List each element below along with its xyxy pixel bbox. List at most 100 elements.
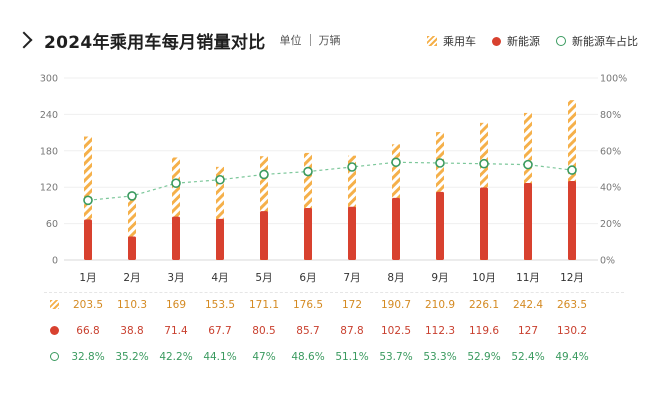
bar-nev [524, 182, 532, 260]
green-ring-icon [556, 36, 566, 46]
bar-nev [568, 181, 576, 260]
bar-nev [128, 236, 136, 260]
cell-nev: 66.8 [76, 325, 100, 337]
y-tick-label: 120 [40, 183, 58, 194]
cell-nev: 87.8 [340, 325, 364, 337]
y2-tick-label: 100% [600, 74, 627, 85]
bar-total [216, 166, 224, 260]
y2-tick-label: 20% [600, 219, 621, 230]
unit-value: 万辆 [318, 34, 341, 47]
bar-total [172, 157, 180, 260]
cell-nev: 38.8 [120, 325, 144, 337]
x-tick-label: 1月 [79, 272, 96, 284]
y-tick-label: 0 [52, 256, 58, 267]
share-line [87, 161, 573, 201]
chart-legend: 乘用车 新能源 新能源车占比 [411, 33, 638, 49]
share-point [259, 169, 269, 180]
bar-nev [436, 191, 444, 260]
cell-total: 172 [341, 299, 363, 311]
legend-label-share: 新能源车占比 [572, 35, 638, 48]
legend-item-share: 新能源车占比 [556, 33, 638, 49]
bar-total [128, 193, 136, 260]
cell-nev: 112.3 [424, 325, 456, 337]
green-ring-row-icon [50, 352, 59, 361]
bar-nev [304, 208, 312, 260]
cell-total: 226.1 [468, 299, 500, 311]
table-row-share: 32.8% 35.2% 42.2% 44.1% 47% 48.6% 51.1% 53.7% 53… [0, 346, 660, 368]
cell-share: 52.9% [467, 351, 501, 363]
x-tick-label: 2月 [123, 272, 140, 284]
cell-share: 49.4% [555, 351, 589, 363]
cell-share: 42.2% [159, 351, 193, 363]
cell-total: 169 [165, 299, 187, 311]
share-point [479, 158, 489, 169]
cell-total: 203.5 [72, 299, 104, 311]
share-point [567, 165, 577, 175]
cell-total: 242.4 [512, 299, 544, 311]
legend-item-nev: 新能源 [492, 33, 540, 49]
legend-label-nev: 新能源 [507, 35, 540, 48]
cell-total: 263.5 [556, 299, 588, 311]
unit-divider [309, 34, 311, 46]
cell-share: 52.4% [511, 351, 545, 363]
bar-total [568, 100, 576, 260]
cell-share: 47% [252, 351, 276, 363]
bar-nev [260, 211, 268, 260]
red-dot-icon [492, 36, 501, 46]
y-tick-label: 60 [46, 219, 58, 230]
cell-total: 176.5 [292, 299, 324, 311]
share-point [83, 195, 93, 206]
y-tick-label: 300 [40, 74, 58, 85]
cell-nev: 119.6 [468, 325, 500, 337]
cell-nev: 85.7 [296, 325, 320, 337]
x-tick-label: 5月 [255, 272, 272, 284]
table-divider [44, 292, 624, 293]
bar-nev [172, 216, 180, 260]
x-tick-label: 12月 [560, 272, 584, 284]
cell-total: 153.5 [204, 299, 236, 311]
x-tick-label: 3月 [167, 272, 184, 284]
share-point [171, 178, 181, 188]
legend-item-total: 乘用车 [427, 33, 476, 49]
cell-total: 110.3 [116, 299, 148, 311]
share-point [523, 159, 533, 170]
cell-nev: 80.5 [252, 325, 276, 337]
x-tick-label: 6月 [299, 272, 316, 284]
table-row-total: 203.5 110.3 169 153.5 171.1 176.5 172 190.7 210.… [0, 294, 660, 316]
bar-nev [216, 218, 224, 260]
bar-nev [84, 219, 92, 260]
cell-nev: 127 [517, 325, 539, 337]
chart-header: 2024年乘用车每月销量对比 单位 万辆 [15, 26, 341, 54]
hatch-swatch-icon [427, 36, 437, 46]
hatch-row-icon [50, 300, 59, 309]
cell-nev: 102.5 [380, 325, 412, 337]
cell-share: 35.2% [115, 351, 149, 363]
x-tick-label: 7月 [343, 272, 360, 284]
x-tick-label: 9月 [431, 272, 448, 284]
share-point [435, 158, 445, 168]
x-tick-label: 4月 [211, 272, 228, 284]
y2-tick-label: 40% [600, 183, 621, 194]
cell-share: 32.8% [71, 351, 105, 363]
share-point [391, 157, 401, 168]
bar-nev [480, 187, 488, 260]
y-tick-label: 180 [40, 146, 58, 157]
cell-total: 210.9 [424, 299, 456, 311]
chart-plot: 0 60 120 180 240 300 0% 20% 40% 60% 80% 100% 1月 2月 3… [40, 74, 627, 285]
unit-caption: 单位 [279, 34, 302, 47]
y-tick-label: 240 [40, 110, 58, 121]
bar-nev [348, 206, 356, 260]
share-point [347, 162, 357, 172]
red-dot-row-icon [50, 326, 59, 335]
cell-share: 48.6% [291, 351, 325, 363]
bar-nev [392, 197, 400, 260]
share-point [303, 166, 313, 177]
share-point [127, 191, 137, 201]
x-tick-label: 8月 [387, 272, 404, 284]
y2-tick-label: 0% [600, 256, 615, 267]
bar-total [304, 152, 312, 260]
cell-nev: 67.7 [208, 325, 232, 337]
cell-share: 53.7% [379, 351, 413, 363]
cell-share: 53.3% [423, 351, 457, 363]
